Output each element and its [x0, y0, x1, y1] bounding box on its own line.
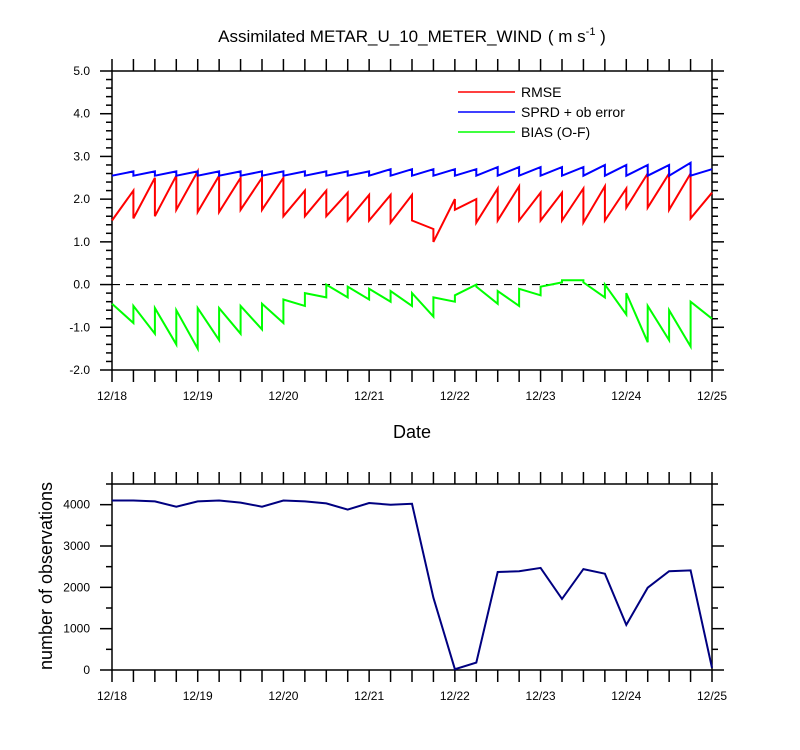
observation-count-series-line [112, 499, 713, 671]
chart-title-units-exponent: -1 [586, 26, 596, 38]
y-tick-label: 0.0 [73, 278, 90, 292]
x-tick-label: 12/24 [611, 689, 641, 703]
x-tick-label: 12/19 [183, 389, 213, 403]
y-tick-label: 2.0 [73, 192, 90, 206]
x-tick-label: 12/20 [268, 389, 298, 403]
y-tick-label: -1.0 [69, 320, 90, 334]
x-tick-label: 12/23 [526, 389, 556, 403]
error-statistics-panel: 12/18 12/19 12/20 12/21 12/22 12/23 12/24 12/25… [69, 59, 727, 403]
x-tick-label: 12/20 [268, 689, 298, 703]
x-tick-label: 12/18 [97, 389, 127, 403]
y-tick-label: 5.0 [73, 64, 90, 78]
x-tick-label: 12/24 [611, 389, 641, 403]
x-tick-label: 12/25 [697, 389, 727, 403]
x-tick-label: 12/21 [354, 389, 384, 403]
legend-label-bias: BIAS (O-F) [521, 124, 590, 140]
sprd-ob-error-series-line [111, 161, 713, 178]
y-tick-label: 3.0 [73, 149, 90, 163]
bottom-panel-frame [111, 483, 713, 671]
x-tick-label: 12/19 [183, 689, 213, 703]
y-tick-label: 3000 [63, 539, 90, 553]
chart-title-units: ( m s [548, 27, 586, 46]
x-axis-title-date: Date [393, 422, 431, 442]
bias-series-line [111, 279, 713, 353]
chart-title-units-close: ) [595, 27, 605, 46]
legend-label-rmse: RMSE [521, 84, 561, 100]
x-tick-label: 12/22 [440, 689, 470, 703]
legend: RMSE SPRD + ob error BIAS (O-F) [458, 84, 625, 140]
y-tick-label: 0 [83, 663, 90, 677]
x-tick-label: 12/22 [440, 389, 470, 403]
chart-title: Assimilated METAR_U_10_METER_WIND ( m s-1… [218, 26, 606, 46]
x-tick-label: 12/18 [97, 689, 127, 703]
legend-label-sprd: SPRD + ob error [521, 104, 625, 120]
y-tick-label: 2000 [63, 580, 90, 594]
y-tick-label: 4000 [63, 498, 90, 512]
y-axis-title-observations: number of observations [36, 482, 56, 670]
y-tick-label: -2.0 [69, 363, 90, 377]
x-tick-label: 12/25 [697, 689, 727, 703]
observation-count-panel: 12/18 12/19 12/20 12/21 12/22 12/23 12/24 12/25… [63, 472, 727, 703]
y-tick-label: 1000 [63, 622, 90, 636]
rmse-series-line [111, 167, 713, 243]
x-tick-label: 12/23 [526, 689, 556, 703]
chart-title-text: Assimilated METAR_U_10_METER_WIND [218, 27, 542, 46]
y-tick-label: 1.0 [73, 235, 90, 249]
y-tick-label: 4.0 [73, 107, 90, 121]
x-tick-label: 12/21 [354, 689, 384, 703]
